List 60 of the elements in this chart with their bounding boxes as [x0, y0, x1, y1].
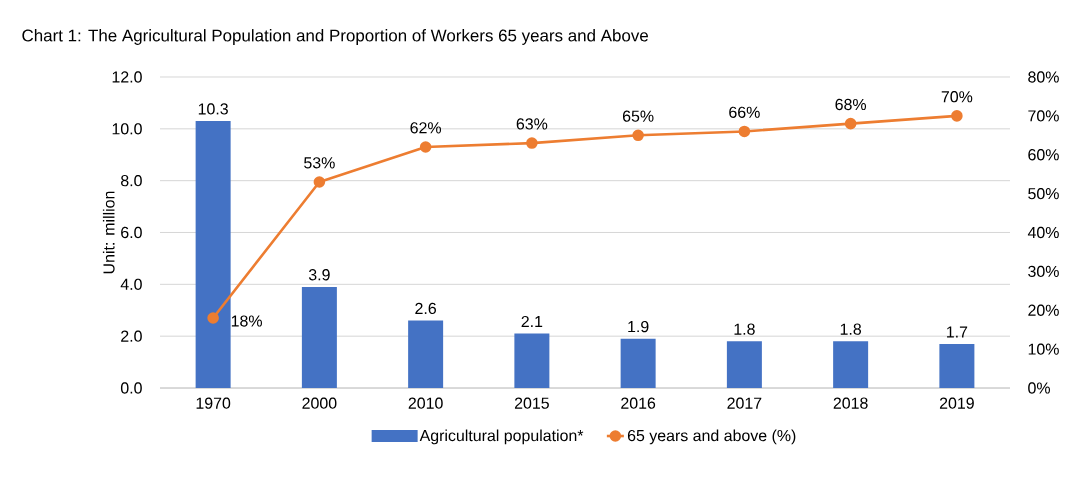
- data-label: 3.9: [308, 269, 330, 281]
- x-tick-label: 2016: [621, 397, 656, 409]
- data-label: 1.8: [840, 323, 862, 335]
- data-label: 18%: [231, 315, 262, 327]
- y-tick-label: 0.0: [120, 382, 142, 394]
- y2-tick-label: 60%: [1028, 149, 1059, 161]
- y2-tick-label: 70%: [1028, 110, 1059, 122]
- legend-label: Agricultural population*: [419, 429, 584, 445]
- data-label: 62%: [410, 122, 442, 134]
- x-tick-label: 2010: [408, 397, 443, 409]
- y-tick-label: 10.0: [112, 123, 142, 135]
- data-label: 53%: [304, 157, 335, 169]
- y-tick-label: 2.0: [121, 330, 142, 342]
- y2-tick-label: 40%: [1027, 226, 1059, 239]
- x-tick-label: 2000: [302, 397, 337, 409]
- y-tick-label: 6.0: [121, 226, 142, 239]
- chart-title: Chart 1: The Agricultural Population and Proportion of Workers 65 years and Above: [22, 29, 648, 45]
- data-label: 63%: [516, 118, 548, 130]
- legend-label: 65 years and above (%): [627, 429, 796, 445]
- data-label: 1.8: [734, 323, 755, 335]
- y-tick-label: 4.0: [120, 278, 142, 290]
- bar: [833, 341, 869, 388]
- y-tick-label: 12.0: [112, 71, 142, 83]
- bar: [195, 121, 231, 388]
- y2-tick-label: 20%: [1028, 304, 1059, 316]
- x-tick-label: 2017: [727, 397, 762, 409]
- point: [844, 117, 857, 130]
- x-tick-label: 1970: [196, 397, 231, 409]
- y2-tick-label: 80%: [1028, 71, 1059, 83]
- data-label: 10.3: [198, 103, 228, 115]
- bar: [939, 343, 975, 388]
- bar: [408, 320, 444, 388]
- bar: [726, 341, 762, 388]
- point: [632, 129, 644, 142]
- data-label: 2.6: [415, 302, 436, 315]
- y2-tick-label: 30%: [1028, 265, 1059, 278]
- point: [207, 312, 219, 324]
- x-tick-label: 2019: [939, 397, 974, 409]
- point: [951, 110, 963, 122]
- bar: [620, 338, 656, 388]
- point: [313, 176, 326, 188]
- data-label: 65%: [622, 110, 654, 122]
- data-label: 70%: [941, 91, 973, 103]
- y2-tick-label: 10%: [1028, 343, 1059, 355]
- bar: [514, 333, 550, 388]
- y2-tick-label: 50%: [1028, 187, 1059, 200]
- y2-tick-label: 0%: [1028, 382, 1050, 394]
- data-label: 1.7: [947, 326, 968, 338]
- data-label: 66%: [729, 106, 760, 118]
- x-tick-label: 2015: [514, 397, 549, 409]
- data-label: 68%: [835, 98, 867, 111]
- point: [738, 125, 751, 138]
- data-label: 1.9: [628, 320, 649, 333]
- bar: [301, 286, 337, 388]
- y-axis-title: Unit: million: [102, 191, 115, 274]
- data-label: 2.1: [521, 315, 543, 328]
- y-tick-label: 8.0: [121, 175, 142, 187]
- point: [419, 141, 432, 153]
- x-tick-label: 2018: [833, 397, 868, 409]
- point: [526, 137, 538, 149]
